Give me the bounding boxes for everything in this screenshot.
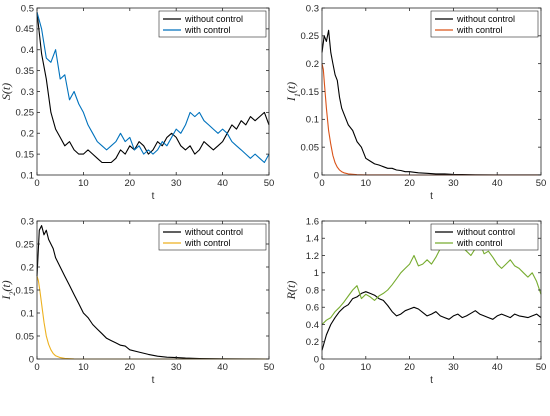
legend-label: with control xyxy=(456,25,503,35)
y-tick-label: 1 xyxy=(314,268,319,279)
x-tick-label: 40 xyxy=(217,178,228,189)
chart-panel-1: 0 10 20 30 40 50 0.1 0.15 0.2 0.25 0.3 0.35 0.4 0.45 0… xyxy=(0,3,274,202)
y-tick-label: 0.2 xyxy=(306,337,319,348)
y-tick-label: 0 xyxy=(314,170,319,181)
x-tick-label: 40 xyxy=(217,362,228,373)
y-tick-label: 0.15 xyxy=(301,87,320,98)
legend-box xyxy=(430,223,539,251)
y-tick-label: 0.25 xyxy=(16,108,35,119)
x-tick-label: 50 xyxy=(264,362,275,373)
y-tick-label: 0.1 xyxy=(306,115,319,126)
legend-box xyxy=(430,10,539,38)
y-tick-label: 0.5 xyxy=(21,3,34,14)
y-tick-label: 0.45 xyxy=(16,24,35,35)
y-tick-label: 0.8 xyxy=(306,285,319,296)
legend-label: without control xyxy=(184,227,243,237)
x-tick-label: 50 xyxy=(536,178,547,189)
y-tick-label: 1.2 xyxy=(306,251,319,262)
y-tick-label: 0.15 xyxy=(16,285,35,296)
y-tick-label: 0 xyxy=(314,354,319,365)
x-tick-label: 0 xyxy=(34,362,39,373)
y-tick-label: 0.25 xyxy=(301,31,320,42)
y-tick-label: 0.3 xyxy=(306,3,319,14)
y-tick-label: 0.1 xyxy=(21,308,34,319)
y-tick-label: 0.35 xyxy=(16,66,35,77)
x-tick-label: 30 xyxy=(171,362,182,373)
x-tick-label: 10 xyxy=(78,362,89,373)
legend-label: without control xyxy=(184,14,243,24)
legend-box xyxy=(158,10,267,38)
y-tick-label: 0.1 xyxy=(21,170,34,181)
y-tick-label: 0.25 xyxy=(16,239,35,250)
series-line-without-control xyxy=(36,12,270,164)
y-tick-label: 0.3 xyxy=(21,216,34,227)
y-tick-label: 0.3 xyxy=(21,87,34,98)
chart-panel-3: 0 10 20 30 40 50 0 0.05 0.1 0.15 0.2 0.25 0.3 t I2(t) w… xyxy=(0,216,274,386)
series-line-with-control xyxy=(321,230,542,325)
legend-label: without control xyxy=(456,227,515,237)
series-line-without-control xyxy=(36,225,270,360)
x-tick-label: 10 xyxy=(361,178,372,189)
legend-label: with control xyxy=(184,238,231,248)
series-line-with-control xyxy=(36,12,270,164)
x-tick-label: 30 xyxy=(448,362,459,373)
x-axis-label: t xyxy=(152,375,155,386)
series-line-without-control xyxy=(321,29,541,176)
y-axis-label: I2(t) xyxy=(0,280,17,300)
y-tick-label: 0 xyxy=(29,354,34,365)
x-axis-label: t xyxy=(430,375,433,386)
x-tick-label: 30 xyxy=(448,178,459,189)
y-tick-label: 0.4 xyxy=(21,45,34,56)
y-tick-label: 0.05 xyxy=(16,331,35,342)
y-tick-label: 0.15 xyxy=(16,149,35,160)
x-tick-label: 40 xyxy=(492,362,503,373)
y-tick-label: 1.6 xyxy=(306,216,319,227)
x-tick-label: 50 xyxy=(264,178,275,189)
y-tick-label: 0.4 xyxy=(306,320,319,331)
legend-box xyxy=(158,223,267,251)
y-axis-label: S(t) xyxy=(0,83,13,100)
y-tick-label: 0.05 xyxy=(301,142,320,153)
x-tick-label: 10 xyxy=(78,178,89,189)
x-tick-label: 30 xyxy=(171,178,182,189)
y-tick-label: 0.2 xyxy=(306,59,319,70)
x-axis-label: t xyxy=(430,191,433,202)
x-tick-label: 0 xyxy=(34,178,39,189)
x-tick-label: 20 xyxy=(404,362,415,373)
y-tick-label: 0.2 xyxy=(21,262,34,273)
y-axis-label: I1(t) xyxy=(284,82,302,102)
x-tick-label: 0 xyxy=(319,362,324,373)
chart-panel-2: 0 10 20 30 40 50 0 0.05 0.1 0.15 0.2 0.25 0.3 t I1(t) w… xyxy=(284,3,546,202)
y-tick-label: 1.4 xyxy=(306,234,319,245)
legend-label: with control xyxy=(184,25,231,35)
series-line-without-control xyxy=(321,291,542,351)
y-axis-label: R(t) xyxy=(284,281,298,301)
y-tick-label: 0.2 xyxy=(21,129,34,140)
legend-label: with control xyxy=(456,238,503,248)
x-tick-label: 40 xyxy=(492,178,503,189)
x-tick-label: 10 xyxy=(361,362,372,373)
x-tick-label: 50 xyxy=(536,362,547,373)
chart-panel-4: 0 10 20 30 40 50 0 0.2 0.4 0.6 0.8 1 1.2 1.4 1.6 t R(t) w… xyxy=(284,216,546,386)
x-tick-label: 20 xyxy=(125,362,136,373)
y-tick-label: 0.6 xyxy=(306,303,319,314)
x-tick-label: 20 xyxy=(125,178,136,189)
x-tick-label: 0 xyxy=(319,178,324,189)
legend-label: without control xyxy=(456,14,515,24)
x-tick-label: 20 xyxy=(404,178,415,189)
x-axis-label: t xyxy=(152,191,155,202)
